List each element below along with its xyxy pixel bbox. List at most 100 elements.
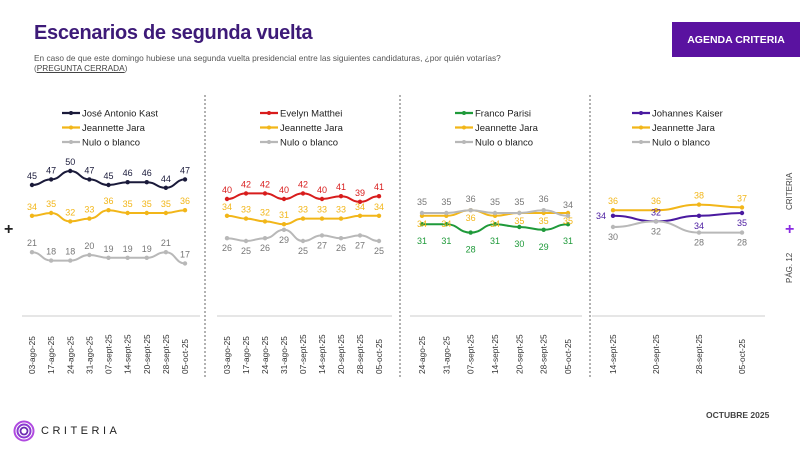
legend-label: Nulo o blanco — [82, 138, 140, 149]
data-point — [125, 180, 130, 185]
data-label: 40 — [222, 185, 232, 195]
data-label: 25 — [374, 246, 384, 256]
data-label: 32 — [651, 207, 661, 217]
legend-marker — [69, 111, 73, 115]
data-label: 33 — [84, 205, 94, 215]
data-point — [163, 210, 169, 216]
criteria-logo: CRITERIA — [13, 420, 120, 442]
report-date: OCTUBRE 2025 — [706, 410, 770, 420]
data-label: 30 — [514, 239, 524, 249]
data-label: 34 — [490, 219, 500, 229]
data-label: 50 — [65, 157, 75, 167]
data-point — [492, 210, 498, 216]
data-point — [182, 208, 188, 213]
data-point — [144, 255, 149, 260]
data-label: 18 — [46, 247, 56, 257]
legend-marker — [639, 111, 643, 115]
data-label: 35 — [737, 218, 747, 228]
data-point — [68, 219, 73, 224]
series-line — [612, 212, 743, 223]
legend-marker — [69, 125, 73, 130]
x-tick-label: 14-sept-25 — [123, 334, 133, 374]
data-point — [243, 238, 249, 244]
data-point — [610, 208, 616, 213]
data-point — [125, 255, 130, 260]
data-point — [262, 191, 268, 196]
data-point — [468, 230, 473, 235]
legend-marker — [462, 140, 466, 144]
data-point — [48, 177, 54, 182]
data-label: 35 — [490, 197, 500, 207]
page-title: Escenarios de segunda vuelta — [34, 22, 313, 44]
x-tick-label: 20-sept-25 — [142, 334, 152, 374]
data-point — [565, 222, 571, 227]
data-label: 35 — [563, 216, 573, 226]
data-label: 21 — [161, 238, 171, 248]
x-tick-label: 24-ago-25 — [260, 336, 270, 374]
data-point — [281, 222, 287, 227]
x-tick-label: 14-sept-25 — [317, 334, 327, 374]
agenda-criteria-badge: AGENDA CRITERIA — [672, 22, 800, 57]
data-point — [444, 222, 449, 227]
x-tick-label: 31-ago-25 — [279, 336, 289, 374]
data-label: 47 — [46, 165, 56, 175]
question-text: En caso de que este domingo hubiese una … — [34, 53, 501, 73]
data-point — [376, 238, 382, 244]
data-label: 29 — [539, 242, 549, 252]
data-point — [106, 182, 111, 188]
legend-label: Jeannette Jara — [82, 123, 146, 134]
data-point — [468, 208, 473, 213]
plus-icon: + — [4, 221, 14, 238]
data-point — [419, 210, 425, 216]
data-label: 35 — [46, 199, 56, 209]
data-point — [106, 208, 111, 213]
data-label: 36 — [466, 213, 476, 223]
x-tick-label: 05-oct-25 — [180, 339, 190, 374]
data-label: 35 — [539, 216, 549, 226]
legend-marker — [69, 140, 73, 144]
data-label: 20 — [84, 241, 94, 251]
data-label: 44 — [161, 174, 171, 184]
data-label: 33 — [241, 205, 251, 215]
data-point — [48, 210, 54, 216]
data-label: 32 — [260, 207, 270, 217]
data-label: 31 — [441, 236, 451, 246]
x-tick-label: 03-ago-25 — [222, 336, 232, 374]
data-point — [517, 210, 522, 216]
data-point — [357, 199, 363, 204]
paren-close: ) — [124, 63, 128, 73]
data-label: 30 — [608, 232, 618, 242]
data-point — [541, 208, 546, 213]
data-label: 36 — [608, 196, 618, 206]
data-label: 26 — [336, 243, 346, 253]
data-point — [29, 250, 35, 255]
data-label: 26 — [260, 243, 270, 253]
x-tick-label: 07-sept-25 — [298, 334, 308, 374]
x-tick-label: 07-sept-25 — [466, 334, 476, 374]
data-point — [300, 238, 306, 244]
legend-marker — [267, 111, 271, 115]
data-label: 32 — [65, 207, 75, 217]
data-label: 25 — [241, 246, 251, 256]
x-tick-label: 17-ago-25 — [241, 336, 251, 374]
data-point — [319, 233, 325, 238]
data-label: 36 — [103, 196, 113, 206]
data-label: 39 — [355, 188, 365, 198]
legend-label: Franco Parisi — [475, 109, 531, 120]
data-point — [610, 213, 616, 218]
data-point — [106, 255, 111, 260]
data-point — [68, 258, 73, 263]
data-point — [541, 227, 546, 232]
data-label: 28 — [466, 245, 476, 255]
data-label: 47 — [84, 165, 94, 175]
legend-label: Jeannette Jara — [652, 123, 716, 134]
data-label: 34 — [374, 202, 384, 212]
data-label: 25 — [298, 246, 308, 256]
x-tick-label: 28-sept-25 — [694, 334, 704, 374]
x-tick-label: 20-sept-25 — [336, 334, 346, 374]
data-point — [376, 194, 382, 199]
x-tick-label: 20-sept-25 — [514, 334, 524, 374]
criteria-logo-icon — [13, 420, 35, 442]
x-tick-label: 07-sept-25 — [104, 334, 114, 374]
